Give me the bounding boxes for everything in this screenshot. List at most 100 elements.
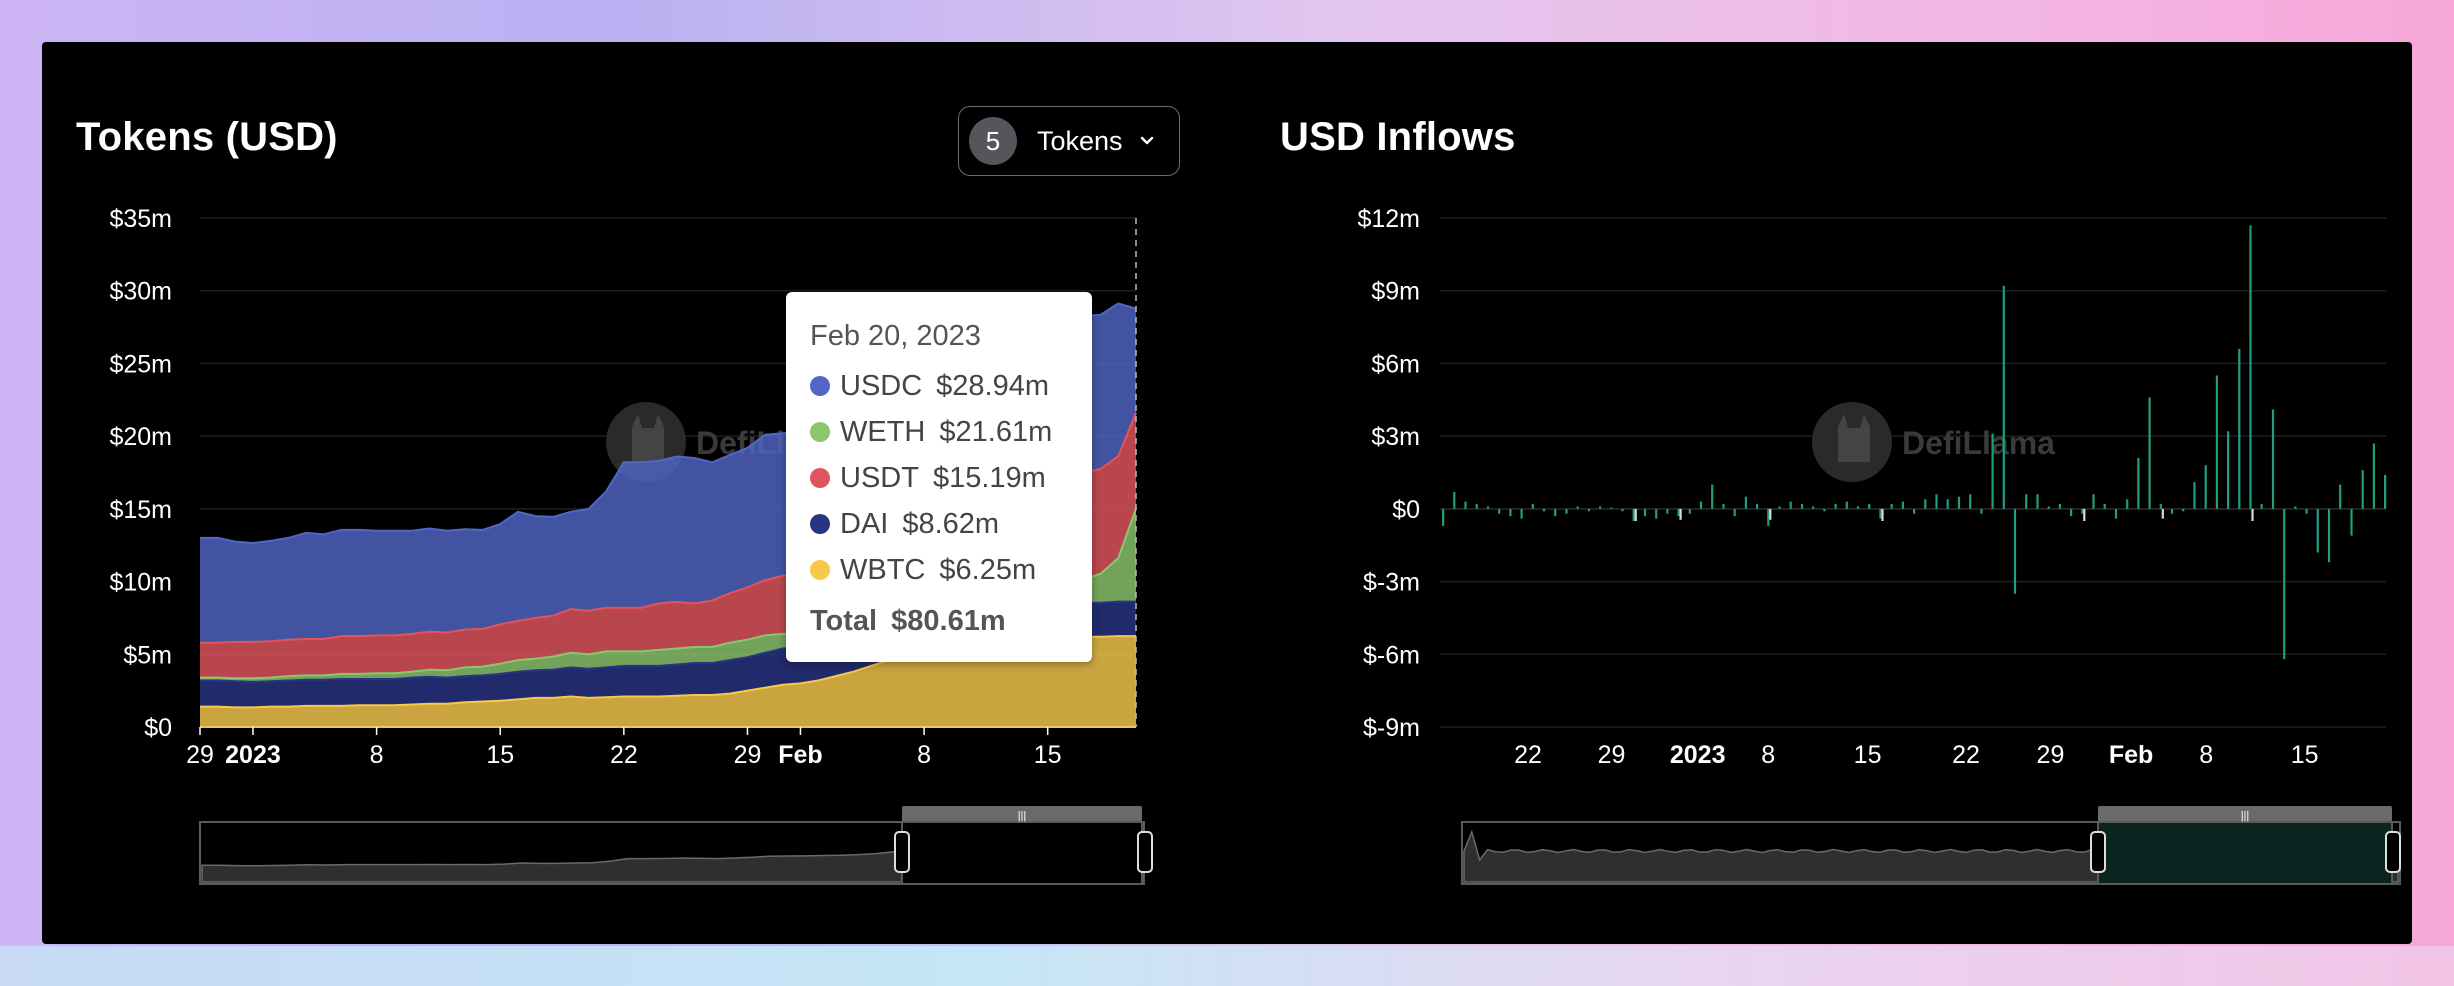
inflow-bar[interactable] (2204, 465, 2207, 509)
inflow-bar[interactable] (2384, 474, 2387, 509)
inflow-bar[interactable] (2182, 508, 2185, 512)
inflow-bar[interactable] (1722, 504, 1725, 509)
inflow-bar[interactable] (2092, 494, 2095, 509)
inflow-bar[interactable] (2316, 508, 2319, 553)
inflow-bar[interactable] (1733, 508, 1736, 517)
inflow-bar[interactable] (2294, 506, 2297, 509)
inflow-bar[interactable] (1980, 508, 1983, 514)
inflow-bar[interactable] (1587, 508, 1590, 512)
inflow-bar[interactable] (2327, 508, 2331, 563)
inflow-bar[interactable] (2036, 494, 2039, 509)
inflow-bar[interactable] (2249, 225, 2252, 509)
inflow-bar[interactable] (1800, 504, 1804, 509)
inflow-bar[interactable] (2238, 348, 2241, 509)
inflow-bar[interactable] (1509, 508, 1512, 517)
inflow-bar[interactable] (1969, 494, 1972, 509)
slider-window-bar[interactable] (902, 806, 1142, 822)
inflow-bar[interactable] (2170, 508, 2174, 514)
inflow-bar[interactable] (1879, 508, 1882, 519)
inflow-bar[interactable] (1789, 501, 1792, 509)
inflow-bar[interactable] (2025, 494, 2028, 509)
slider-right-handle[interactable] (1137, 831, 1153, 873)
inflow-bar[interactable] (1576, 506, 1579, 509)
inflow-bar[interactable] (1812, 506, 1815, 509)
slider-left-handle[interactable] (2090, 831, 2106, 873)
inflow-bar[interactable] (1901, 501, 1904, 509)
inflow-bar[interactable] (1834, 504, 1837, 509)
inflow-bar[interactable] (1756, 504, 1759, 509)
inflow-bar[interactable] (2083, 508, 2086, 521)
inflow-bar[interactable] (2215, 375, 2218, 509)
inflow-bar[interactable] (1554, 508, 1557, 517)
inflow-bar[interactable] (1655, 508, 1658, 519)
inflow-bar[interactable] (2271, 409, 2275, 509)
inflow-bar[interactable] (2161, 508, 2164, 519)
slider-window[interactable] (901, 821, 1143, 885)
inflow-bar[interactable] (1531, 504, 1534, 509)
slider-right-handle[interactable] (2385, 831, 2401, 873)
inflow-bar[interactable] (2047, 506, 2050, 509)
inflow-bar[interactable] (2103, 504, 2106, 509)
inflow-bar[interactable] (1699, 501, 1703, 509)
usd-inflows-bar-chart[interactable]: DefiLlama $-9m $-6m $-3m $0 $3m $6m $9m $12m 22… (1222, 42, 2412, 944)
inflow-bar[interactable] (1711, 484, 1714, 509)
slider-window-bar[interactable] (2098, 806, 2392, 822)
inflow-bar[interactable] (1632, 508, 1635, 521)
inflow-bar[interactable] (2193, 482, 2196, 509)
inflow-bar[interactable] (2148, 397, 2151, 509)
inflow-bar[interactable] (1688, 508, 1691, 514)
inflow-bar[interactable] (1957, 496, 1961, 509)
inflow-bar[interactable] (1881, 508, 1884, 521)
inflow-bar[interactable] (1744, 496, 1747, 509)
inflow-bar[interactable] (2227, 431, 2230, 509)
inflow-bar[interactable] (1464, 501, 1467, 509)
inflow-bar[interactable] (1453, 491, 1456, 509)
inflow-bar[interactable] (2350, 508, 2353, 536)
inflow-bar[interactable] (1498, 508, 1501, 514)
inflow-bar[interactable] (1643, 508, 1647, 517)
inflow-bar[interactable] (2137, 458, 2140, 509)
inflow-bar[interactable] (1520, 508, 1523, 519)
inflow-bar[interactable] (1890, 504, 1893, 509)
inflow-bar[interactable] (1935, 494, 1938, 509)
inflow-bar[interactable] (2070, 508, 2073, 517)
tokens-select-button[interactable]: 5 Tokens (958, 106, 1180, 176)
inflow-bar[interactable] (1845, 501, 1848, 509)
inflow-bar[interactable] (2126, 499, 2129, 509)
inflow-bar[interactable] (2114, 508, 2118, 519)
inflow-bar[interactable] (1634, 508, 1637, 521)
inflow-bar[interactable] (2081, 508, 2084, 514)
inflow-bar[interactable] (1856, 506, 1860, 509)
left-zoom-slider[interactable]: ||| (199, 806, 1153, 885)
inflow-bar[interactable] (2260, 504, 2263, 509)
inflow-bar[interactable] (1486, 506, 1490, 509)
inflow-bar[interactable] (2283, 508, 2286, 660)
inflow-bar[interactable] (1924, 499, 1927, 509)
inflow-bar[interactable] (1769, 508, 1772, 520)
inflow-bar[interactable] (2159, 504, 2162, 509)
inflow-bar[interactable] (1868, 504, 1871, 509)
inflow-bar[interactable] (1991, 433, 1994, 509)
inflow-bar[interactable] (1475, 504, 1478, 509)
inflow-bar[interactable] (2251, 508, 2254, 521)
inflow-bar[interactable] (1442, 508, 1445, 526)
slider-left-handle[interactable] (894, 831, 910, 873)
inflow-bar[interactable] (1823, 508, 1826, 512)
inflow-bar[interactable] (1946, 499, 1949, 509)
slider-window[interactable] (2097, 821, 2393, 885)
inflow-bar[interactable] (1666, 508, 1669, 514)
inflow-bar[interactable] (1565, 508, 1568, 514)
inflow-bar[interactable] (2339, 484, 2342, 509)
inflow-bar[interactable] (1610, 507, 1613, 509)
inflow-bar[interactable] (1621, 508, 1624, 512)
inflow-bar[interactable] (1913, 508, 1916, 514)
right-zoom-slider[interactable]: ||| (1461, 806, 2401, 885)
inflow-bar[interactable] (2361, 470, 2364, 509)
inflow-bar[interactable] (2305, 508, 2308, 514)
inflow-bar[interactable] (1599, 506, 1602, 509)
inflow-bar[interactable] (1679, 508, 1682, 520)
inflow-bar[interactable] (2058, 504, 2061, 509)
inflow-bar[interactable] (1778, 506, 1781, 509)
inflow-bar[interactable] (2372, 443, 2375, 509)
inflow-bar[interactable] (1542, 508, 1546, 512)
